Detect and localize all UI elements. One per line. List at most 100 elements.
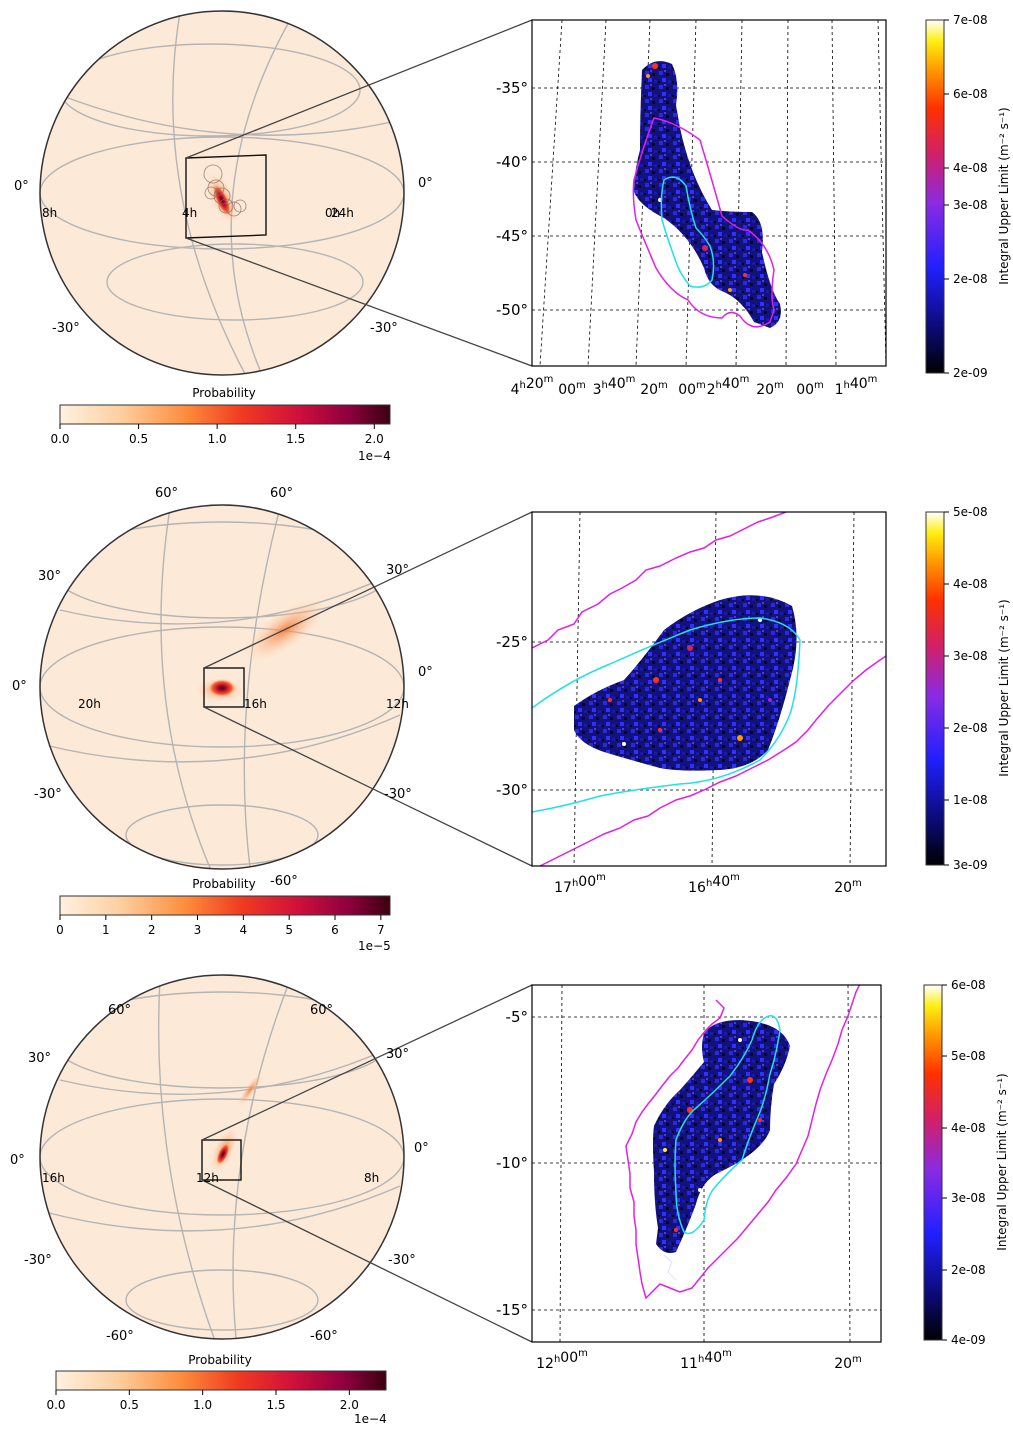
- zoom-3: -5° -10° -15° 12h00m 11h40m 20m: [496, 984, 882, 1372]
- ra-tick-label: 20m: [834, 1354, 862, 1372]
- globe-lat-label: 30°: [386, 563, 409, 578]
- colorbar-tick-label: 2.0: [340, 1398, 359, 1412]
- colorbar-tick-label: 0.0: [50, 432, 69, 446]
- dec-tick-label: -45°: [496, 227, 528, 245]
- globe-lat-label: 0°: [418, 176, 433, 191]
- globe-lat-label: 30°: [28, 1051, 51, 1066]
- globe-lat-label: -30°: [388, 1253, 416, 1268]
- colorbar-tick-label: 4e-08: [953, 577, 988, 591]
- colorbar-tick-label: 1: [102, 923, 110, 937]
- globe-lat-label: -30°: [24, 1253, 52, 1268]
- colorbar-tick-label: 2e-09: [953, 366, 988, 380]
- colorbar-tick-label: 2e-08: [953, 721, 988, 735]
- colorbar-tick-label: 3: [194, 923, 202, 937]
- globe-lat-label: 0°: [14, 179, 29, 194]
- ra-tick-label: 00m: [678, 380, 706, 398]
- colorbar-tick-label: 1.5: [266, 1398, 285, 1412]
- colorbar-multiplier: 1e−5: [358, 939, 391, 953]
- colorbar-label: Probability: [192, 386, 255, 400]
- dec-tick-label: -10°: [496, 1154, 528, 1172]
- ra-tick-label: 3h40m: [593, 374, 636, 398]
- globe-lat-label: 0°: [418, 665, 433, 680]
- colorbar-tick-label: 2e-08: [953, 272, 988, 286]
- dec-tick-label: -5°: [506, 1008, 528, 1026]
- globe-lat-label: -60°: [270, 874, 298, 889]
- dec-tick-label: -25°: [496, 633, 528, 651]
- ra-tick-label: 2h40m: [707, 374, 750, 398]
- globe-2: 60° 60° 30° 30° 0° 0° -30° -30° -60° 20h…: [12, 486, 533, 889]
- colorbar-tick-label: 7e-08: [953, 13, 988, 27]
- colorbar-label: Integral Upper Limit (m⁻² s⁻¹): [995, 1073, 1009, 1250]
- ra-tick-label: 17h00m: [554, 872, 606, 896]
- globe-lat-label: -60°: [310, 1329, 338, 1344]
- globe-lat-label: 0°: [414, 1141, 429, 1156]
- globe-ra-label: 12h: [386, 697, 409, 711]
- colorbar-tick-label: 0.5: [129, 432, 148, 446]
- globe-ra-label: 16h: [244, 697, 267, 711]
- ra-tick-label: 00m: [558, 380, 586, 398]
- colorbar-tick-label: 4e-09: [951, 1333, 986, 1347]
- globe-lat-label: 30°: [386, 1047, 409, 1062]
- ra-tick-label: 12h00m: [536, 1348, 588, 1372]
- globe-lat-label: -60°: [106, 1329, 134, 1344]
- colorbar-tick-label: 5: [285, 923, 293, 937]
- ra-tick-label: 11h40m: [680, 1348, 732, 1372]
- globe-1: 0° 0° -30° -30° 8h 4h 0h 24h: [14, 10, 533, 376]
- colorbar-tick-label: 0.5: [120, 1398, 139, 1412]
- globe-lat-label: -30°: [370, 321, 398, 336]
- globe-ra-label: 24h: [331, 206, 354, 220]
- globe-ra-label: 20h: [78, 697, 101, 711]
- colorbar-tick-label: 1.5: [286, 432, 305, 446]
- colorbar-label: Integral Upper Limit (m⁻² s⁻¹): [997, 599, 1011, 776]
- globe-3: 60° 60° 30° 30° 0° 0° -30° -30° -60° -60…: [10, 974, 533, 1344]
- colorbar-tick-label: 2e-08: [951, 1263, 986, 1277]
- colorbar-label: Probability: [192, 877, 255, 891]
- colorbar-tick-label: 3e-09: [953, 858, 988, 872]
- colorbar-tick-label: 0: [56, 923, 64, 937]
- globe-lat-label: 60°: [108, 1003, 131, 1018]
- colorbar-tick-label: 3e-08: [951, 1191, 986, 1205]
- colorbar-tick-label: 4e-08: [953, 161, 988, 175]
- ra-tick-label: 00m: [796, 380, 824, 398]
- globe-lat-label: 0°: [12, 679, 27, 694]
- ra-tick-label: 20m: [834, 878, 862, 896]
- colorbar-multiplier: 1e−4: [354, 1412, 387, 1426]
- ul-colorbar-2: 5e-08 4e-08 3e-08 2e-08 1e-08 3e-09 Integral …: [925, 505, 1011, 872]
- colorbar-multiplier: 1e−4: [358, 449, 391, 463]
- ra-tick-label: 4h20m: [511, 374, 554, 398]
- colorbar-tick-label: 2: [148, 923, 156, 937]
- zoom-2: -25° -30° 17h00m 16h40m 20m: [496, 511, 887, 896]
- globe-lat-label: 60°: [155, 486, 178, 501]
- globe-ra-label: 8h: [364, 1171, 379, 1185]
- prob-colorbar-1: Probability 0.0 0.5 1.0 1.5 2.0 1e−4: [50, 386, 390, 463]
- colorbar-label: Probability: [188, 1353, 251, 1367]
- globe-lat-label: -30°: [34, 787, 62, 802]
- globe-lat-label: 60°: [310, 1003, 333, 1018]
- ra-tick-label: 20m: [640, 380, 668, 398]
- globe-lat-label: -30°: [52, 321, 80, 336]
- dec-tick-label: -30°: [496, 781, 528, 799]
- globe-lat-label: 0°: [10, 1153, 25, 1168]
- colorbar-tick-label: 5e-08: [951, 1049, 986, 1063]
- colorbar-tick-label: 4e-08: [951, 1121, 986, 1135]
- globe-ra-label: 4h: [182, 206, 197, 220]
- globe-ra-label: 8h: [42, 206, 57, 220]
- colorbar-tick-label: 6e-08: [953, 87, 988, 101]
- prob-colorbar-2: Probability 0 1 2 3 4 5 6 7 1e−5: [56, 877, 391, 953]
- globe-lat-label: -30°: [384, 787, 412, 802]
- colorbar-tick-label: 1e-08: [953, 793, 988, 807]
- colorbar-tick-label: 2.0: [365, 432, 384, 446]
- colorbar-tick-label: 0.0: [46, 1398, 65, 1412]
- ul-colorbar-1: 7e-08 6e-08 4e-08 3e-08 2e-08 2e-09 Integral …: [925, 13, 1011, 380]
- globe-ra-label: 16h: [42, 1171, 65, 1185]
- ra-tick-label: 1h40m: [835, 374, 878, 398]
- ra-tick-label: 20m: [756, 380, 784, 398]
- colorbar-tick-label: 1.0: [193, 1398, 212, 1412]
- dec-tick-label: -40°: [496, 153, 528, 171]
- colorbar-tick-label: 3e-08: [953, 198, 988, 212]
- colorbar-tick-label: 7: [377, 923, 385, 937]
- prob-colorbar-3: Probability 0.0 0.5 1.0 1.5 2.0 1e−4: [46, 1353, 386, 1426]
- colorbar-tick-label: 1.0: [208, 432, 227, 446]
